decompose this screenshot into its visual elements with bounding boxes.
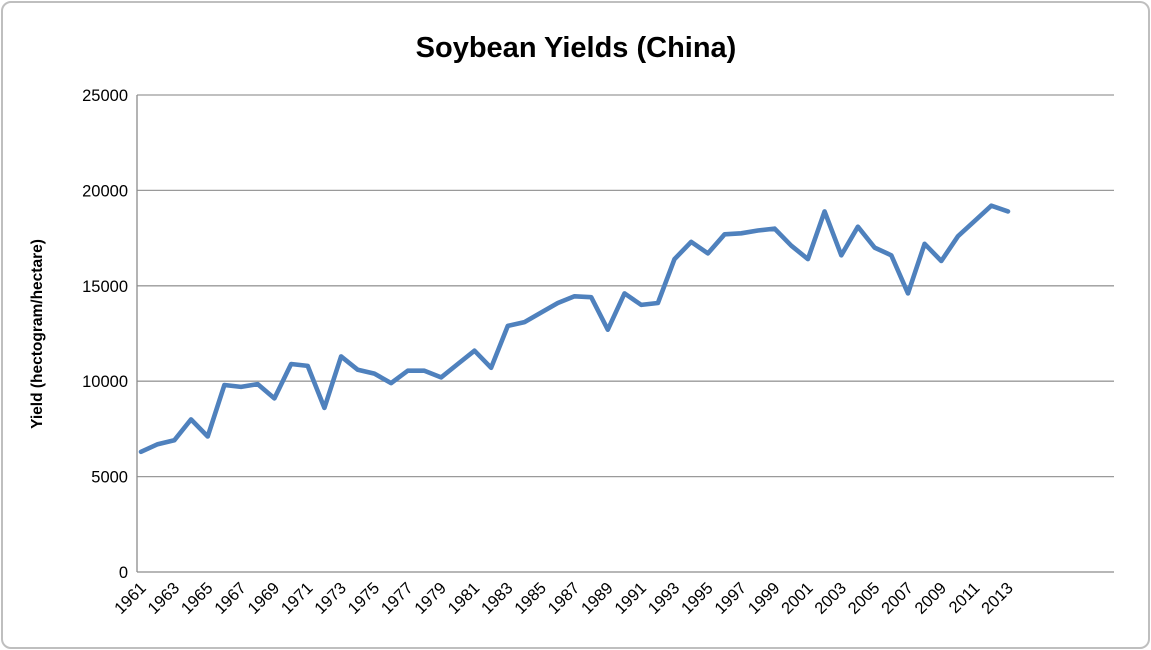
y-axis-title: Yield (hectogram/hectare) bbox=[29, 239, 46, 429]
gridlines-group bbox=[136, 94, 1114, 573]
x-tick-label: 1965 bbox=[178, 579, 217, 618]
y-tick-label: 25000 bbox=[82, 87, 128, 105]
x-tick-label: 2009 bbox=[911, 579, 950, 618]
x-tick-label: 1999 bbox=[745, 579, 784, 618]
x-tick-label: 1971 bbox=[278, 579, 317, 618]
x-tick-label: 1973 bbox=[311, 579, 350, 618]
x-tick-label: 2005 bbox=[845, 579, 884, 618]
data-series-group bbox=[138, 203, 1011, 455]
y-tick-label: 5000 bbox=[91, 469, 128, 487]
x-tick-label: 1987 bbox=[545, 579, 584, 618]
y-axis-tick-labels: 0 5000 10000 15000 20000 25000 bbox=[82, 87, 128, 582]
x-tick-label: 2011 bbox=[946, 579, 984, 617]
data-line bbox=[138, 203, 1011, 455]
x-tick-label: 1991 bbox=[611, 579, 650, 618]
x-tick-label: 2001 bbox=[778, 579, 817, 618]
x-tick-label: 1961 bbox=[111, 579, 150, 618]
x-tick-label: 1975 bbox=[345, 579, 384, 618]
x-tick-label: 1963 bbox=[144, 579, 183, 618]
x-tick-label: 1997 bbox=[711, 579, 750, 618]
x-tick-label: 1969 bbox=[245, 579, 284, 618]
x-axis-tick-labels: 1961196319651967196919711973197519771979… bbox=[111, 579, 1017, 618]
chart-title: Soybean Yields (China) bbox=[416, 32, 737, 64]
x-tick-label: 2007 bbox=[878, 579, 917, 618]
x-tick-label: 1995 bbox=[678, 579, 717, 618]
x-tick-label: 1989 bbox=[578, 579, 617, 618]
x-tick-label: 1983 bbox=[478, 579, 517, 618]
y-tick-label: 0 bbox=[119, 564, 128, 582]
x-tick-label: 1979 bbox=[411, 579, 450, 618]
x-tick-label: 1967 bbox=[211, 579, 250, 618]
y-tick-label: 20000 bbox=[82, 182, 128, 200]
x-tick-label: 2013 bbox=[978, 579, 1017, 618]
x-tick-label: 1993 bbox=[645, 579, 684, 618]
x-tick-label: 1977 bbox=[378, 579, 417, 618]
x-tick-label: 1985 bbox=[511, 579, 550, 618]
y-tick-label: 15000 bbox=[82, 278, 128, 296]
x-tick-label: 2003 bbox=[811, 579, 850, 618]
x-tick-label: 1981 bbox=[445, 579, 484, 618]
y-tick-label: 10000 bbox=[82, 373, 128, 391]
